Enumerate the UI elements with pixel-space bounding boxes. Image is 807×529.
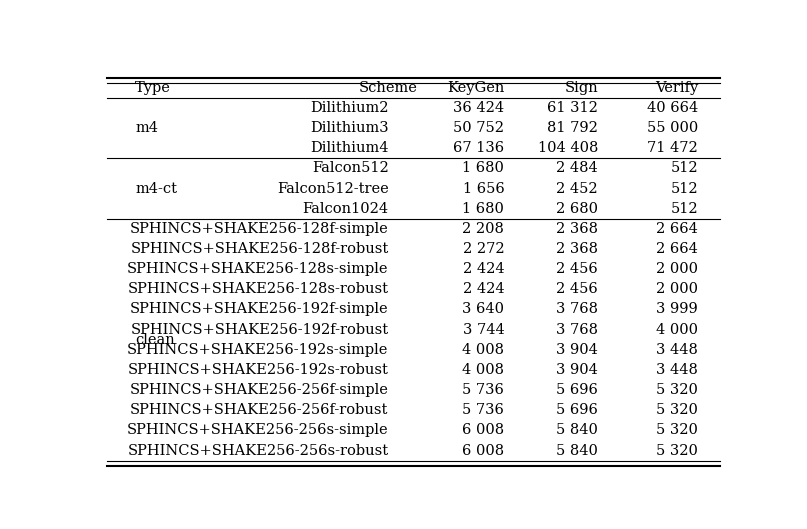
Text: 5 696: 5 696 bbox=[556, 403, 598, 417]
Text: 2 000: 2 000 bbox=[656, 262, 698, 276]
Text: 6 008: 6 008 bbox=[462, 423, 504, 437]
Text: Falcon1024: Falcon1024 bbox=[303, 202, 389, 216]
Text: SPHINCS+SHAKE256-192s-simple: SPHINCS+SHAKE256-192s-simple bbox=[128, 343, 389, 357]
Text: 5 320: 5 320 bbox=[656, 383, 698, 397]
Text: SPHINCS+SHAKE256-128f-simple: SPHINCS+SHAKE256-128f-simple bbox=[130, 222, 389, 236]
Text: 36 424: 36 424 bbox=[454, 101, 504, 115]
Text: 5 736: 5 736 bbox=[462, 383, 504, 397]
Text: SPHINCS+SHAKE256-128f-robust: SPHINCS+SHAKE256-128f-robust bbox=[130, 242, 389, 256]
Text: 81 792: 81 792 bbox=[547, 121, 598, 135]
Text: 3 448: 3 448 bbox=[656, 363, 698, 377]
Text: 512: 512 bbox=[671, 181, 698, 196]
Text: 5 696: 5 696 bbox=[556, 383, 598, 397]
Text: 1 680: 1 680 bbox=[462, 202, 504, 216]
Text: 3 904: 3 904 bbox=[556, 363, 598, 377]
Text: 1 680: 1 680 bbox=[462, 161, 504, 176]
Text: 71 472: 71 472 bbox=[647, 141, 698, 156]
Text: 3 768: 3 768 bbox=[556, 303, 598, 316]
Text: SPHINCS+SHAKE256-192f-robust: SPHINCS+SHAKE256-192f-robust bbox=[131, 323, 389, 336]
Text: 2 000: 2 000 bbox=[656, 282, 698, 296]
Text: 2 452: 2 452 bbox=[557, 181, 598, 196]
Text: Scheme: Scheme bbox=[359, 81, 418, 95]
Text: 1 656: 1 656 bbox=[462, 181, 504, 196]
Text: 2 208: 2 208 bbox=[462, 222, 504, 236]
Text: 55 000: 55 000 bbox=[647, 121, 698, 135]
Text: clean: clean bbox=[136, 333, 175, 346]
Text: 3 744: 3 744 bbox=[462, 323, 504, 336]
Text: 5 736: 5 736 bbox=[462, 403, 504, 417]
Text: 3 640: 3 640 bbox=[462, 303, 504, 316]
Text: 2 424: 2 424 bbox=[462, 262, 504, 276]
Text: SPHINCS+SHAKE256-192f-simple: SPHINCS+SHAKE256-192f-simple bbox=[130, 303, 389, 316]
Text: 2 272: 2 272 bbox=[462, 242, 504, 256]
Text: SPHINCS+SHAKE256-128s-robust: SPHINCS+SHAKE256-128s-robust bbox=[128, 282, 389, 296]
Text: 3 904: 3 904 bbox=[556, 343, 598, 357]
Text: SPHINCS+SHAKE256-256s-simple: SPHINCS+SHAKE256-256s-simple bbox=[127, 423, 389, 437]
Text: 512: 512 bbox=[671, 202, 698, 216]
Text: 3 768: 3 768 bbox=[556, 323, 598, 336]
Text: Verify: Verify bbox=[655, 81, 698, 95]
Text: 2 664: 2 664 bbox=[656, 242, 698, 256]
Text: 512: 512 bbox=[671, 161, 698, 176]
Text: 2 368: 2 368 bbox=[556, 222, 598, 236]
Text: SPHINCS+SHAKE256-256s-robust: SPHINCS+SHAKE256-256s-robust bbox=[128, 443, 389, 458]
Text: 4 008: 4 008 bbox=[462, 343, 504, 357]
Text: 5 840: 5 840 bbox=[556, 423, 598, 437]
Text: 2 368: 2 368 bbox=[556, 242, 598, 256]
Text: 61 312: 61 312 bbox=[547, 101, 598, 115]
Text: Sign: Sign bbox=[564, 81, 598, 95]
Text: Type: Type bbox=[136, 81, 171, 95]
Text: Dilithium4: Dilithium4 bbox=[310, 141, 389, 156]
Text: SPHINCS+SHAKE256-256f-simple: SPHINCS+SHAKE256-256f-simple bbox=[130, 383, 389, 397]
Text: Falcon512: Falcon512 bbox=[312, 161, 389, 176]
Text: 2 664: 2 664 bbox=[656, 222, 698, 236]
Text: SPHINCS+SHAKE256-128s-simple: SPHINCS+SHAKE256-128s-simple bbox=[127, 262, 389, 276]
Text: 50 752: 50 752 bbox=[454, 121, 504, 135]
Text: SPHINCS+SHAKE256-256f-robust: SPHINCS+SHAKE256-256f-robust bbox=[130, 403, 389, 417]
Text: 2 680: 2 680 bbox=[556, 202, 598, 216]
Text: 5 320: 5 320 bbox=[656, 403, 698, 417]
Text: 3 999: 3 999 bbox=[656, 303, 698, 316]
Text: 2 484: 2 484 bbox=[556, 161, 598, 176]
Text: 5 320: 5 320 bbox=[656, 443, 698, 458]
Text: Falcon512-tree: Falcon512-tree bbox=[277, 181, 389, 196]
Text: m4-ct: m4-ct bbox=[136, 181, 178, 196]
Text: 104 408: 104 408 bbox=[537, 141, 598, 156]
Text: SPHINCS+SHAKE256-192s-robust: SPHINCS+SHAKE256-192s-robust bbox=[128, 363, 389, 377]
Text: 2 456: 2 456 bbox=[556, 262, 598, 276]
Text: 5 840: 5 840 bbox=[556, 443, 598, 458]
Text: 6 008: 6 008 bbox=[462, 443, 504, 458]
Text: Dilithium3: Dilithium3 bbox=[310, 121, 389, 135]
Text: 2 456: 2 456 bbox=[556, 282, 598, 296]
Text: Dilithium2: Dilithium2 bbox=[310, 101, 389, 115]
Text: 4 000: 4 000 bbox=[656, 323, 698, 336]
Text: KeyGen: KeyGen bbox=[447, 81, 504, 95]
Text: 5 320: 5 320 bbox=[656, 423, 698, 437]
Text: 4 008: 4 008 bbox=[462, 363, 504, 377]
Text: 67 136: 67 136 bbox=[454, 141, 504, 156]
Text: m4: m4 bbox=[136, 121, 158, 135]
Text: 40 664: 40 664 bbox=[647, 101, 698, 115]
Text: 2 424: 2 424 bbox=[462, 282, 504, 296]
Text: 3 448: 3 448 bbox=[656, 343, 698, 357]
